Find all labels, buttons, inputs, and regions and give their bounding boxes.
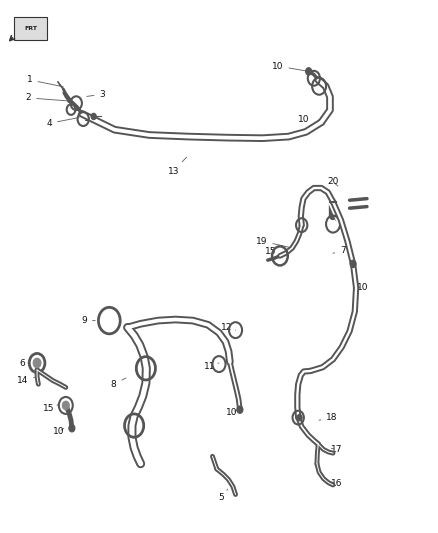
Text: 20: 20 (327, 177, 339, 186)
Text: 8: 8 (111, 378, 126, 389)
Text: 16: 16 (331, 479, 342, 488)
Text: 10: 10 (84, 114, 95, 123)
Circle shape (62, 401, 69, 410)
Text: 15: 15 (265, 247, 280, 256)
Text: 5: 5 (218, 489, 228, 502)
Text: 10: 10 (226, 408, 238, 417)
Text: 18: 18 (319, 413, 338, 422)
Text: 15: 15 (42, 404, 59, 413)
Text: 2: 2 (25, 93, 67, 102)
Circle shape (350, 260, 356, 268)
Text: 1: 1 (27, 75, 63, 87)
Text: 17: 17 (331, 445, 342, 454)
Text: 12: 12 (221, 323, 236, 332)
Text: 10: 10 (298, 115, 317, 124)
Text: 6: 6 (19, 359, 28, 367)
Circle shape (297, 415, 302, 421)
Text: 9: 9 (81, 316, 95, 325)
Text: 10: 10 (272, 62, 306, 71)
Circle shape (69, 424, 75, 432)
Text: 10: 10 (357, 283, 368, 292)
Circle shape (237, 406, 243, 414)
Circle shape (91, 114, 96, 119)
Text: 7: 7 (333, 246, 346, 255)
Circle shape (33, 358, 41, 368)
Text: 13: 13 (168, 157, 187, 175)
Text: 3: 3 (87, 90, 105, 99)
Text: 4: 4 (46, 117, 79, 128)
Circle shape (306, 68, 312, 75)
Text: FRT: FRT (25, 26, 38, 31)
Text: 19: 19 (256, 237, 290, 247)
FancyBboxPatch shape (14, 17, 47, 39)
Text: 14: 14 (17, 376, 34, 385)
Text: 10: 10 (53, 427, 64, 437)
Text: 11: 11 (204, 362, 219, 370)
